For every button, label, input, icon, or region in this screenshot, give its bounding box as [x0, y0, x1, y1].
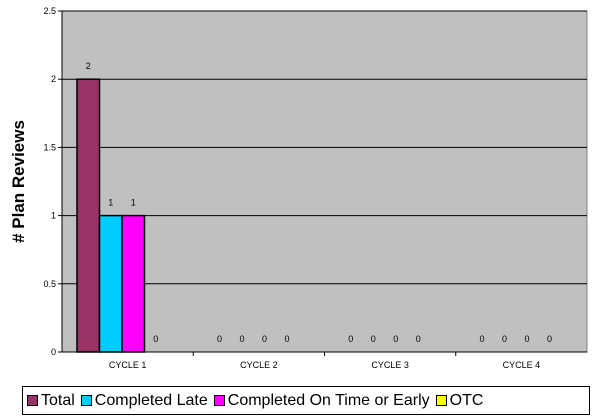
- legend-label: OTC: [449, 391, 484, 409]
- legend-label: Completed On Time or Early: [227, 391, 430, 409]
- data-label: 0: [371, 334, 376, 344]
- legend-item: Completed Late: [80, 391, 208, 410]
- legend-swatch: [27, 395, 38, 406]
- bar: [98, 214, 123, 353]
- bar: [121, 214, 146, 353]
- data-label: 0: [393, 334, 398, 344]
- bar: [76, 78, 101, 353]
- legend-item: Completed On Time or Early: [213, 391, 430, 410]
- y-tick-label: 2: [51, 74, 56, 84]
- data-label: 0: [262, 334, 267, 344]
- data-label: 0: [502, 334, 507, 344]
- legend-label: Total: [41, 391, 75, 409]
- x-tick-label: CYCLE 1: [109, 360, 147, 370]
- y-axis: 0 0.5 1 1.5 2 2.5: [43, 6, 63, 357]
- data-label: 1: [131, 198, 136, 208]
- x-axis: CYCLE 1 CYCLE 2 CYCLE 3 CYCLE 4: [62, 351, 587, 370]
- legend-swatch: [435, 395, 447, 406]
- x-tick-label: CYCLE 3: [371, 360, 409, 370]
- y-tick-label: 2.5: [43, 6, 56, 16]
- data-label: 0: [217, 334, 222, 344]
- data-label: 0: [547, 334, 552, 344]
- plot-area: [61, 10, 588, 353]
- data-labels: 2 1 1 0 0 0 0 0 0 0 0 0 0 0 0 0: [86, 61, 552, 344]
- data-label: 0: [153, 334, 158, 344]
- data-label: 1: [108, 198, 113, 208]
- legend-swatch: [80, 395, 92, 406]
- data-label: 0: [284, 334, 289, 344]
- y-axis-label: # Plan Reviews: [9, 120, 28, 243]
- data-label: 0: [348, 334, 353, 344]
- legend-label: Completed Late: [94, 391, 208, 409]
- legend-item: Total: [27, 392, 75, 410]
- data-label: 0: [239, 334, 244, 344]
- data-label: 0: [416, 334, 421, 344]
- data-label: 0: [524, 334, 529, 344]
- y-tick-label: 0.5: [43, 279, 56, 289]
- legend-item: OTC: [435, 391, 484, 410]
- y-tick-label: 0: [51, 347, 56, 357]
- data-label: 0: [479, 334, 484, 344]
- legend-swatch: [213, 395, 225, 406]
- y-tick-label: 1.5: [43, 142, 56, 152]
- bars: [76, 78, 146, 353]
- data-label: 2: [86, 61, 91, 71]
- x-tick-label: CYCLE 4: [503, 360, 541, 370]
- x-tick-label: CYCLE 2: [240, 360, 278, 370]
- legend: Total Completed Late Completed On Time or …: [22, 386, 590, 415]
- gridlines: [62, 10, 587, 285]
- y-tick-label: 1: [51, 211, 56, 221]
